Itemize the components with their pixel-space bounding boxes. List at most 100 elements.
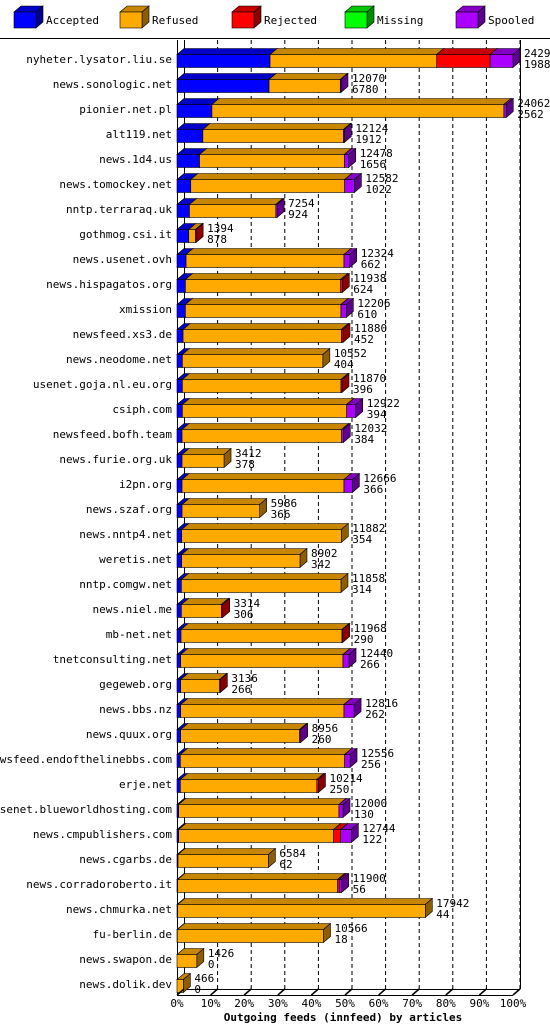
row-label-nyheter-lysator-liu-se: nyheter.lysator.liu.se (26, 53, 172, 66)
value-total-news-1d4-us: 12478 (360, 147, 393, 160)
x-tick-8 (445, 988, 454, 996)
value-total-news-quux-org: 8956 (312, 722, 339, 735)
bar-refused-nyheter-lysator-liu-se-top (269, 48, 445, 55)
row-label-usenet-goja-nl-eu-org: usenet.goja.nl.eu.org (33, 378, 172, 391)
bar-refused-pionier-net-pl-top (211, 98, 512, 105)
bar-refused-pionier-net-pl (211, 97, 512, 119)
bar-refused-news-sonologic-net-top (268, 73, 349, 80)
bar-refused-newsfeed-endofthelinebbs-com-front (180, 754, 345, 768)
bar-refused-news-cmpublishers-com-top (177, 823, 342, 830)
bar-row-news-usenet-ovh (176, 247, 358, 269)
bar-refused-news-tomockey-net (189, 172, 353, 194)
row-label-news-szaf-org: news.szaf.org (86, 503, 172, 516)
x-tick-5 (344, 988, 353, 996)
bar-spooled-nntp-terraraq-uk-front (275, 204, 278, 218)
bar-rejected-newsfeed-xs3-de (340, 322, 351, 344)
bar-refused-i2pn-org-front (181, 479, 345, 493)
bar-rejected-nyheter-lysator-liu-se-top (435, 48, 498, 55)
bar-refused-news-swapon-de (176, 947, 205, 969)
bar-refused-news-dolik-dev (176, 972, 192, 994)
value-accepted-csiph-com: 394 (367, 408, 387, 421)
value-total-newsfeed-bofh-team: 12032 (354, 422, 387, 435)
bar-refused-xmission-top (184, 298, 349, 305)
x-tick-0 (176, 988, 185, 996)
bar-refused-news-sonologic-net-front (268, 79, 341, 93)
bar-accepted-newsfeed-bofh-team-front (176, 429, 183, 443)
bar-row-pionier-net-pl (176, 97, 515, 119)
row-label-news-chmurka-net: news.chmurka.net (66, 903, 172, 916)
bar-spooled-newsfeed-endofthelinebbs-com (343, 747, 358, 769)
bar-refused-csiph-com-front (182, 404, 347, 418)
row-label-pionier-net-pl: pionier.net.pl (79, 103, 172, 116)
row-label-nntp-comgw-net: nntp.comgw.net (79, 578, 172, 591)
bar-row-mb-net-net (176, 622, 351, 644)
bar-row-nntp-comgw-net (176, 572, 349, 594)
bar-refused-news-bbs-nz (179, 697, 352, 719)
x-tick-label-5: 50% (335, 997, 355, 1010)
bar-refused-news-neodome-net-front (182, 354, 324, 368)
value-accepted-news-sonologic-net: 6780 (352, 83, 379, 96)
bar-refused-newsfeed-xs3-de-front (182, 329, 342, 343)
bar-refused-erje-net-front (180, 779, 318, 793)
bar-rejected-newsfeed-xs3-de-front (341, 329, 344, 343)
bar-accepted-news-neodome-net-front (176, 354, 183, 368)
bar-row-weretis-net (176, 547, 308, 569)
row-label-news-hispagatos-org: news.hispagatos.org (46, 278, 172, 291)
bar-row-usenet-blueworldhosting-com (176, 797, 351, 819)
value-total-erje-net: 10214 (329, 772, 362, 785)
bar-spooled-news-1d4-us (343, 147, 357, 169)
row-label-news-tomockey-net: news.tomockey.net (59, 178, 172, 191)
bar-spooled-newsfeed-endofthelinebbs-com-front (344, 754, 351, 768)
bar-spooled-xmission (340, 297, 355, 319)
bar-refused-news-1d4-us-front (199, 154, 345, 168)
bar-refused-usenet-goja-nl-eu-org-top (181, 373, 349, 380)
bar-spooled-pionier-net-pl-front (503, 104, 507, 118)
value-labels: 2429219886120706780240622562121241912124… (194, 47, 550, 996)
value-accepted-news-quux-org: 260 (312, 733, 332, 746)
value-total-news-szaf-org: 5986 (271, 497, 298, 510)
bar-spooled-news-cmpublishers-com-front (340, 829, 352, 843)
row-label-news-1d4-us: news.1d4.us (99, 153, 172, 166)
value-accepted-news-cmpublishers-com: 122 (362, 833, 382, 846)
bar-refused-newsfeed-bofh-team (181, 422, 350, 444)
bar-refused-fu-berlin-de (176, 922, 332, 944)
value-accepted-usenet-goja-nl-eu-org: 396 (353, 383, 373, 396)
value-accepted-i2pn-org: 366 (363, 483, 383, 496)
value-accepted-news-chmurka-net: 44 (436, 908, 450, 921)
row-label-news-sonologic-net: news.sonologic.net (53, 78, 172, 91)
bar-refused-tnetconsulting-net-top (179, 648, 351, 655)
bar-spooled-alt119-net (342, 122, 353, 144)
bar-spooled-csiph-com-front (346, 404, 357, 418)
value-total-news-cmpublishers-com: 12744 (362, 822, 395, 835)
bar-refused-news-szaf-org-front (181, 504, 260, 518)
legend-item-refused: Refused (119, 5, 198, 29)
bar-refused-xmission-front (185, 304, 342, 318)
bar-refused-mb-net-net-top (180, 623, 350, 630)
legend-swatch-spooled-front (455, 11, 479, 29)
bar-refused-news-nntp4-net-top (180, 523, 350, 530)
value-total-csiph-com: 12922 (367, 397, 400, 410)
legend-swatch-missing-front (344, 11, 368, 29)
bar-refused-xmission (184, 297, 349, 319)
row-label-news-furie-org-uk: news.furie.org.uk (59, 453, 172, 466)
bar-row-news-dolik-dev (176, 972, 192, 994)
row-label-alt119-net: alt119.net (106, 128, 172, 141)
value-accepted-gothmog-csi-it: 878 (207, 233, 227, 246)
x-tick-6 (378, 988, 387, 996)
value-accepted-nntp-terraraq-uk: 924 (288, 208, 308, 221)
bar-refused-usenet-blueworldhosting-com (177, 797, 347, 819)
bar-spooled-news-quux-org (298, 722, 309, 744)
bar-refused-alt119-net (202, 122, 352, 144)
bar-row-i2pn-org (176, 472, 361, 494)
legend-item-accepted: Accepted (13, 5, 99, 29)
bar-accepted-news-1d4-us-front (176, 154, 200, 168)
bar-accepted-news-szaf-org-front (176, 504, 183, 518)
legend-swatch-accepted (13, 5, 44, 29)
x-tick-label-6: 60% (369, 997, 389, 1010)
value-accepted-usenet-blueworldhosting-com: 130 (354, 808, 374, 821)
value-total-news-tomockey-net: 12582 (365, 172, 398, 185)
value-total-news-hispagatos-org: 11938 (353, 272, 386, 285)
bar-refused-usenet-blueworldhosting-com-top (177, 798, 347, 805)
bar-refused-news-szaf-org-top (181, 498, 268, 505)
row-label-gegeweb-org: gegeweb.org (99, 678, 172, 691)
